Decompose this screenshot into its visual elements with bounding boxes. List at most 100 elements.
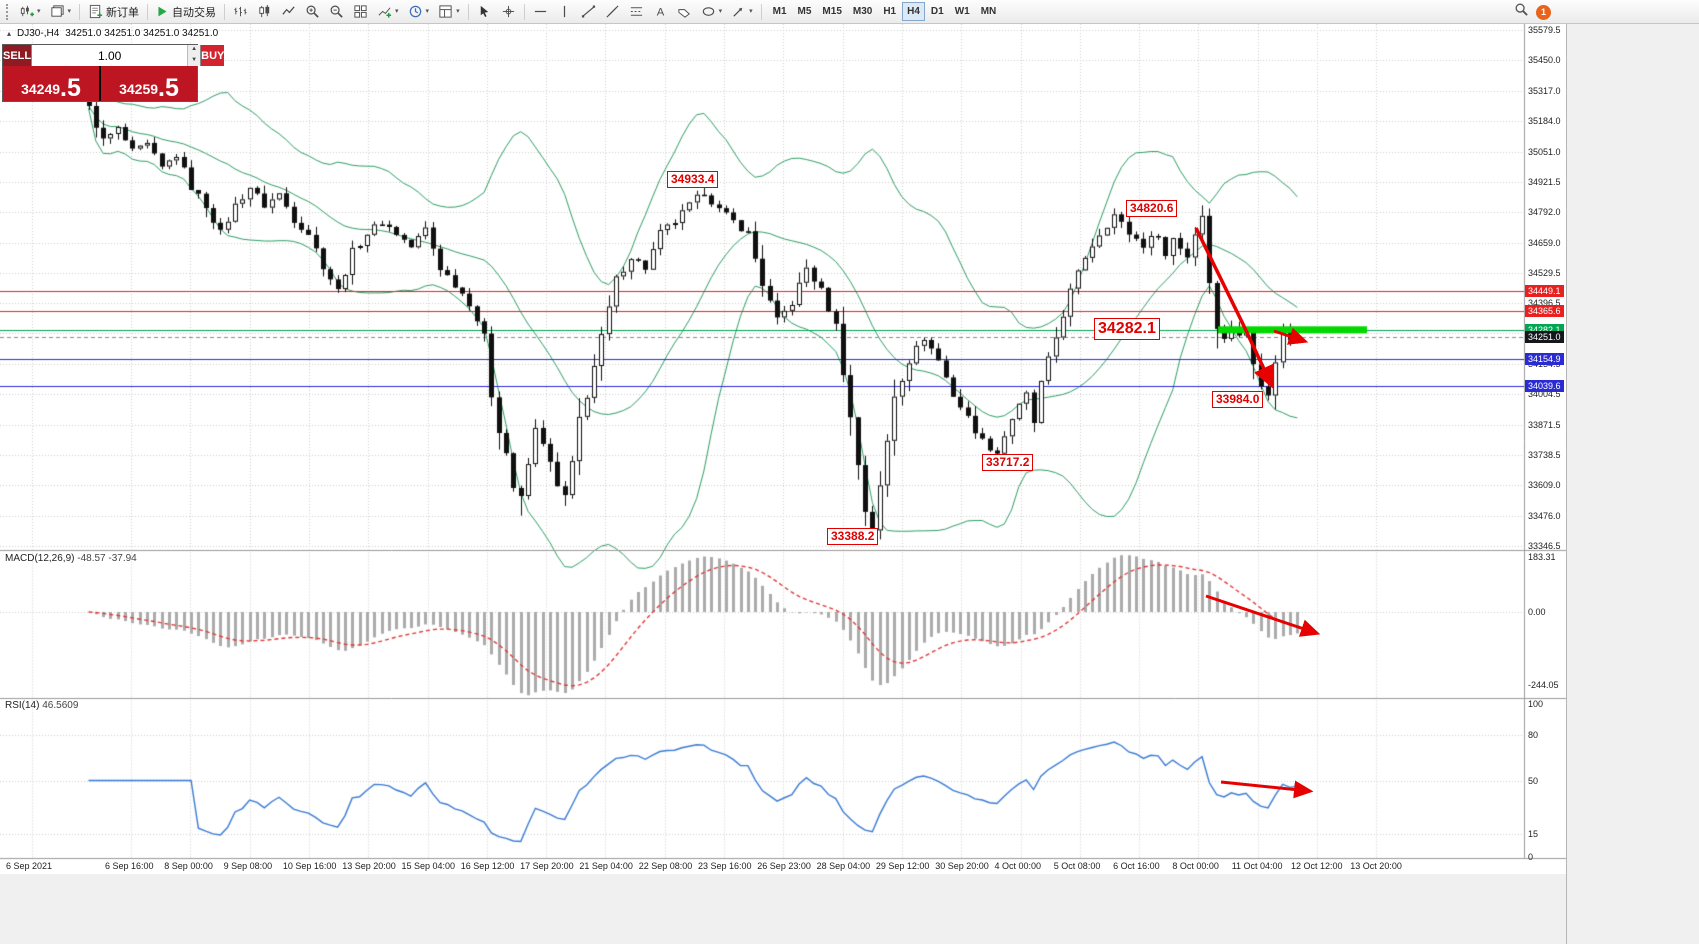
fibonacci-icon bbox=[629, 4, 644, 19]
profiles-button[interactable]: ▾ bbox=[46, 2, 76, 22]
trendline-tool-button[interactable] bbox=[577, 2, 600, 22]
buy-price-button[interactable]: 34259.5 bbox=[101, 66, 197, 101]
new-chart-button[interactable]: ▾ bbox=[15, 2, 45, 22]
crosshair-button[interactable] bbox=[497, 2, 520, 22]
search-icon[interactable] bbox=[1514, 2, 1529, 22]
volume-spinner: ▲ ▼ bbox=[187, 45, 201, 66]
toolbar-separator bbox=[523, 3, 525, 20]
profiles-icon bbox=[50, 4, 65, 19]
new-order-button[interactable]: 新订单 bbox=[84, 2, 143, 22]
rsi-value: 46.5609 bbox=[42, 700, 79, 711]
crosshair-icon bbox=[501, 4, 516, 19]
toolbar-grip[interactable] bbox=[6, 3, 11, 20]
bar-chart-icon bbox=[233, 4, 248, 19]
chart-symbol-header: ▴ DJ30-,H4 34251.0 34251.0 34251.0 34251… bbox=[7, 28, 218, 39]
arrow-tool-button[interactable]: ▾ bbox=[727, 2, 757, 22]
chevron-down-icon: ▾ bbox=[67, 8, 72, 15]
chevron-down-icon: ▾ bbox=[456, 8, 460, 15]
timeframe-h1[interactable]: H1 bbox=[883, 6, 897, 17]
notification-badge[interactable]: 1 bbox=[1536, 4, 1551, 20]
fibonacci-tool-button[interactable] bbox=[625, 2, 648, 22]
timeframe-m1[interactable]: M1 bbox=[772, 6, 787, 17]
label-icon bbox=[677, 4, 692, 19]
label-tool-button[interactable] bbox=[673, 2, 696, 22]
rsi-header: RSI(14) 46.5609 bbox=[5, 700, 78, 711]
clock-icon bbox=[408, 4, 423, 19]
ohlc-values: 34251.0 34251.0 34251.0 34251.0 bbox=[65, 28, 219, 39]
volume-increase-button[interactable]: ▲ bbox=[188, 45, 201, 56]
zoom-out-icon bbox=[329, 4, 344, 19]
zoom-in-icon bbox=[305, 4, 320, 19]
tile-windows-icon bbox=[353, 4, 368, 19]
zoom-out-button[interactable] bbox=[325, 2, 348, 22]
timeframe-m30[interactable]: M30 bbox=[852, 6, 873, 17]
main-toolbar: ▾ ▾ 新订单 自动交易 ▾ ▾ ▾ A ▾ bbox=[0, 0, 1699, 24]
toolbar-right-group: 1 bbox=[1514, 0, 1551, 24]
volume-decrease-button[interactable]: ▼ bbox=[188, 55, 201, 66]
timeframe-m15[interactable]: M15 bbox=[822, 6, 842, 17]
template-icon bbox=[438, 4, 453, 19]
chevron-down-icon: ▾ bbox=[718, 8, 723, 15]
template-button[interactable]: ▾ bbox=[434, 2, 464, 22]
toolbar-separator bbox=[224, 3, 226, 20]
chart-canvas[interactable] bbox=[0, 24, 1566, 874]
right-filler-panel bbox=[1566, 24, 1699, 944]
timeframe-group: M1 M5 M15 M30 H1 H4 D1 W1 MN bbox=[768, 2, 1002, 21]
ellipse-icon bbox=[701, 4, 716, 19]
autotrading-play-icon bbox=[156, 5, 169, 18]
period-button[interactable]: ▾ bbox=[404, 2, 434, 22]
cursor-button[interactable] bbox=[473, 2, 496, 22]
candlestick-icon bbox=[257, 4, 272, 19]
timeframe-h4[interactable]: H4 bbox=[902, 2, 925, 21]
bar-chart-mode-button[interactable] bbox=[229, 2, 252, 22]
timeframe-m5[interactable]: M5 bbox=[797, 6, 812, 17]
chevron-down-icon: ▾ bbox=[749, 8, 753, 15]
timeframe-w1[interactable]: W1 bbox=[954, 6, 970, 17]
toolbar-separator bbox=[79, 3, 81, 20]
bottom-filler bbox=[0, 874, 1566, 944]
autotrading-label: 自动交易 bbox=[172, 6, 217, 19]
vertical-line-icon bbox=[557, 4, 572, 19]
toolbar-separator bbox=[760, 3, 762, 20]
horizontal-line-icon bbox=[533, 4, 548, 19]
channel-icon bbox=[605, 4, 620, 19]
indicators-plus-icon bbox=[377, 4, 392, 19]
text-tool-button[interactable]: A bbox=[649, 2, 672, 22]
hline-tool-button[interactable] bbox=[529, 2, 552, 22]
one-click-trading-panel: SELL ▲ ▼ BUY 34249.5 34259.5 bbox=[2, 44, 225, 102]
new-order-label: 新订单 bbox=[106, 6, 140, 19]
timeframe-d1[interactable]: D1 bbox=[930, 6, 944, 17]
symbol-marker-icon: ▴ bbox=[7, 29, 12, 38]
chevron-down-icon: ▾ bbox=[395, 8, 399, 15]
vline-tool-button[interactable] bbox=[553, 2, 576, 22]
text-icon: A bbox=[653, 4, 668, 19]
timeframe-mn[interactable]: MN bbox=[980, 6, 997, 17]
buy-button[interactable]: BUY bbox=[201, 45, 225, 66]
buy-price-pips: .5 bbox=[158, 73, 179, 102]
tile-windows-button[interactable] bbox=[349, 2, 372, 22]
shapes-tool-button[interactable]: ▾ bbox=[697, 2, 727, 22]
chevron-down-icon: ▾ bbox=[37, 8, 41, 15]
sell-price-pips: .5 bbox=[60, 73, 81, 102]
volume-box: ▲ ▼ bbox=[31, 45, 202, 66]
toolbar-separator bbox=[147, 3, 149, 20]
candlestick-mode-button[interactable] bbox=[253, 2, 276, 22]
macd-label: MACD(12,26,9) bbox=[5, 553, 75, 564]
toolbar-separator bbox=[467, 3, 469, 20]
line-chart-icon bbox=[281, 4, 296, 19]
trendline-icon bbox=[581, 4, 596, 19]
zoom-in-button[interactable] bbox=[301, 2, 324, 22]
line-chart-mode-button[interactable] bbox=[277, 2, 300, 22]
rsi-label: RSI(14) bbox=[5, 700, 40, 711]
volume-input[interactable] bbox=[32, 45, 188, 66]
chevron-down-icon: ▾ bbox=[425, 8, 430, 15]
macd-values: -48.57 -37.94 bbox=[77, 553, 137, 564]
indicators-button[interactable]: ▾ bbox=[373, 2, 403, 22]
sell-price-button[interactable]: 34249.5 bbox=[3, 66, 99, 101]
svg-text:A: A bbox=[656, 6, 664, 18]
sell-button[interactable]: SELL bbox=[3, 45, 32, 66]
arrow-tool-icon bbox=[731, 4, 746, 19]
symbol-name: DJ30-,H4 bbox=[17, 28, 60, 39]
autotrading-button[interactable]: 自动交易 bbox=[152, 2, 220, 22]
channel-tool-button[interactable] bbox=[601, 2, 624, 22]
